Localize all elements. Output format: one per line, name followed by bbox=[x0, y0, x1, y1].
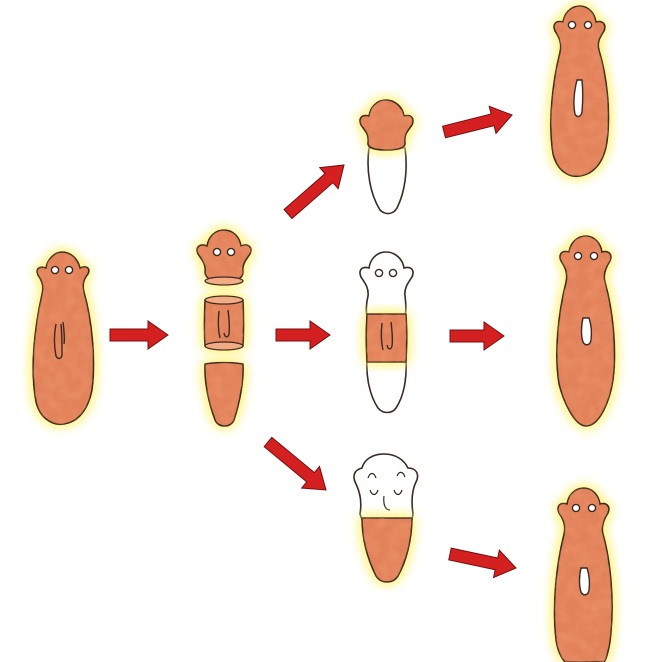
planarian-whole-regenerated-middle bbox=[556, 235, 616, 427]
planarian-regenerating-head bbox=[353, 453, 419, 583]
eye-icon bbox=[587, 503, 597, 513]
planarian-whole-original bbox=[32, 251, 95, 426]
planarian-whole-regenerated-top bbox=[550, 5, 610, 178]
eye-icon bbox=[567, 20, 577, 30]
eye-icon bbox=[583, 20, 593, 30]
arrow-cut-pieces-to-head-piece-regrowing-tail bbox=[283, 164, 345, 220]
pharynx-icon bbox=[217, 309, 231, 339]
eye-icon bbox=[226, 247, 236, 257]
tail-fragment bbox=[204, 361, 244, 427]
eye-icon bbox=[50, 265, 60, 275]
head-fragment bbox=[196, 229, 252, 286]
planarian-cut-into-three bbox=[196, 229, 252, 427]
planarian-regenerating-head-and-tail bbox=[359, 251, 414, 414]
arrow-tail-piece-regrowing-head-to-regenerated-from-tail bbox=[448, 547, 517, 579]
arrow-whole-planarian-to-cut-pieces bbox=[109, 320, 169, 350]
planarian-whole-regenerated-bottom bbox=[553, 487, 613, 662]
eye-icon bbox=[573, 251, 583, 261]
pharynx-icon bbox=[573, 79, 584, 118]
arrow-head-piece-regrowing-tail-to-regenerated-from-head bbox=[441, 105, 513, 139]
pharynx-icon bbox=[53, 321, 66, 360]
arrow-cut-pieces-to-trunk-piece-regrowing-head-and-tail bbox=[275, 320, 331, 350]
arrow-cut-pieces-to-tail-piece-regrowing-head bbox=[263, 436, 327, 491]
pharynx-icon bbox=[580, 317, 593, 346]
eye-icon bbox=[64, 265, 74, 275]
arrow-trunk-piece-regrowing-head-and-tail-to-regenerated-from-trunk bbox=[449, 321, 505, 351]
eye-icon bbox=[388, 268, 398, 278]
pharynx-icon bbox=[578, 567, 591, 596]
eye-icon bbox=[212, 247, 222, 257]
planarian-regenerating-tail bbox=[359, 99, 414, 215]
pharynx-icon bbox=[380, 321, 394, 351]
eye-icon bbox=[589, 251, 599, 261]
arrows-layer bbox=[109, 105, 517, 579]
eye-icon bbox=[374, 268, 384, 278]
trunk-fragment bbox=[203, 295, 245, 351]
eye-icon bbox=[571, 503, 581, 513]
